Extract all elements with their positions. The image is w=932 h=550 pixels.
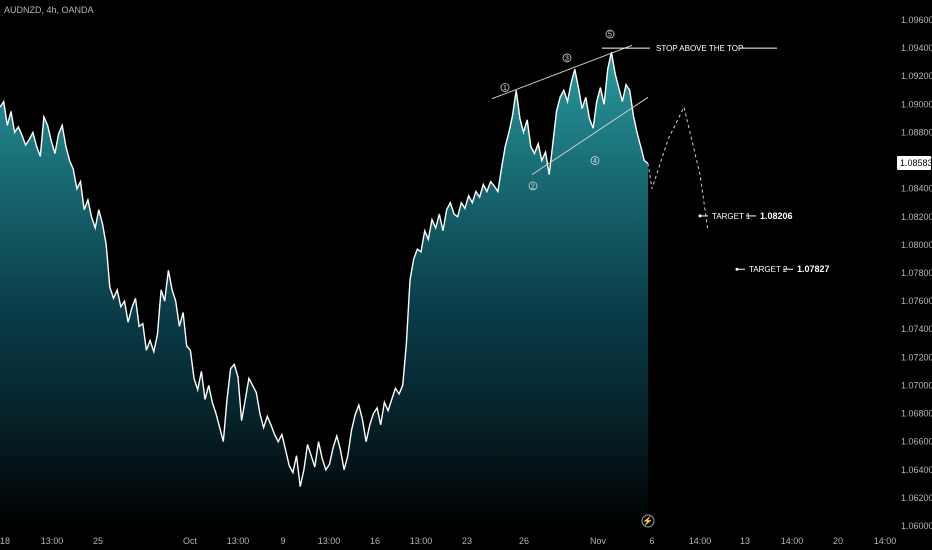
x-tick-label: 13 [740, 536, 750, 546]
price-area-layer [0, 52, 709, 527]
wave-marker-2 [528, 181, 538, 191]
wave-label-3: 3 [565, 55, 569, 62]
y-tick-label: 1.06400 [901, 465, 932, 475]
lightning-icon: ⚡ [642, 515, 653, 527]
event-marker-icon [641, 514, 655, 528]
target2-value: 1.07827 [797, 264, 830, 274]
x-tick-label: 14:00 [689, 536, 712, 546]
target1-label: TARGET 1 [712, 212, 751, 221]
wave-marker-4 [590, 156, 600, 165]
price-area-fill [0, 52, 648, 527]
y-tick-label: 1.07000 [901, 380, 932, 390]
x-tick-label: Nov [590, 536, 607, 546]
y-tick-label: 1.07600 [901, 296, 932, 306]
y-tick-label: 1.07400 [901, 324, 932, 334]
y-tick-label: 1.09400 [901, 43, 932, 53]
wave-label-4: 4 [593, 158, 597, 165]
price-line [0, 52, 649, 487]
wave-label-1: 1 [503, 85, 507, 92]
projection-path [647, 105, 709, 231]
y-tick-label: 1.06600 [901, 437, 932, 447]
y-tick-label: 1.09600 [901, 15, 932, 25]
x-tick-label: 26 [519, 536, 529, 546]
x-tick-label: 18 [0, 536, 10, 546]
x-tick-label: 13:00 [41, 536, 64, 546]
x-tick-label: 25 [93, 536, 103, 546]
annotation-layer: STOP ABOVE THE TOP 1 2 3 4 5 TARGET 1 1.08206 TA… [491, 29, 830, 274]
x-tick-label: 16 [370, 536, 380, 546]
y-tick-label: 1.08400 [901, 184, 932, 194]
upper-trendline [491, 44, 633, 100]
stop-label: STOP ABOVE THE TOP [656, 44, 743, 53]
x-tick-label: 9 [280, 536, 285, 546]
y-tick-label: 1.08800 [901, 127, 932, 137]
chart-symbol-title: AUDNZD, 4h, OANDA [4, 5, 94, 15]
y-tick-label: 1.06000 [901, 521, 932, 531]
last-price-value: 1.08583 [900, 158, 932, 168]
time-axis[interactable]: 18 13:00 25 Oct 13:00 9 13:00 16 13:00 23 26 Nov 6 14… [0, 514, 897, 546]
x-tick-label: 14:00 [781, 536, 804, 546]
x-tick-label: 13:00 [318, 536, 341, 546]
wave-label-2: 2 [531, 183, 535, 190]
y-tick-label: 1.07800 [901, 268, 932, 278]
price-axis[interactable]: 1.096001.094001.092001.090001.088001.086… [897, 15, 932, 531]
y-tick-label: 1.07200 [901, 352, 932, 362]
y-tick-label: 1.08000 [901, 240, 932, 250]
target1-value: 1.08206 [760, 211, 793, 221]
x-tick-label: Oct [183, 536, 198, 546]
x-tick-label: 13:00 [227, 536, 250, 546]
lower-trendline [531, 96, 649, 176]
x-tick-label: 20 [833, 536, 843, 546]
x-tick-label: 14:00 [874, 536, 897, 546]
x-tick-label: 23 [462, 536, 472, 546]
wave-label-5: 5 [608, 32, 612, 39]
y-tick-label: 1.06200 [901, 493, 932, 503]
y-tick-label: 1.09000 [901, 99, 932, 109]
wave-marker-5 [605, 29, 615, 39]
x-tick-label: 13:00 [410, 536, 433, 546]
y-tick-label: 1.09200 [901, 71, 932, 81]
target2-label: TARGET 2 [749, 265, 788, 274]
wave-marker-1 [500, 83, 510, 92]
wave-marker-3 [562, 53, 572, 63]
x-tick-label: 6 [649, 536, 654, 546]
last-price-tag [897, 155, 931, 170]
y-tick-label: 1.06800 [901, 409, 932, 419]
y-tick-label: 1.08200 [901, 212, 932, 222]
